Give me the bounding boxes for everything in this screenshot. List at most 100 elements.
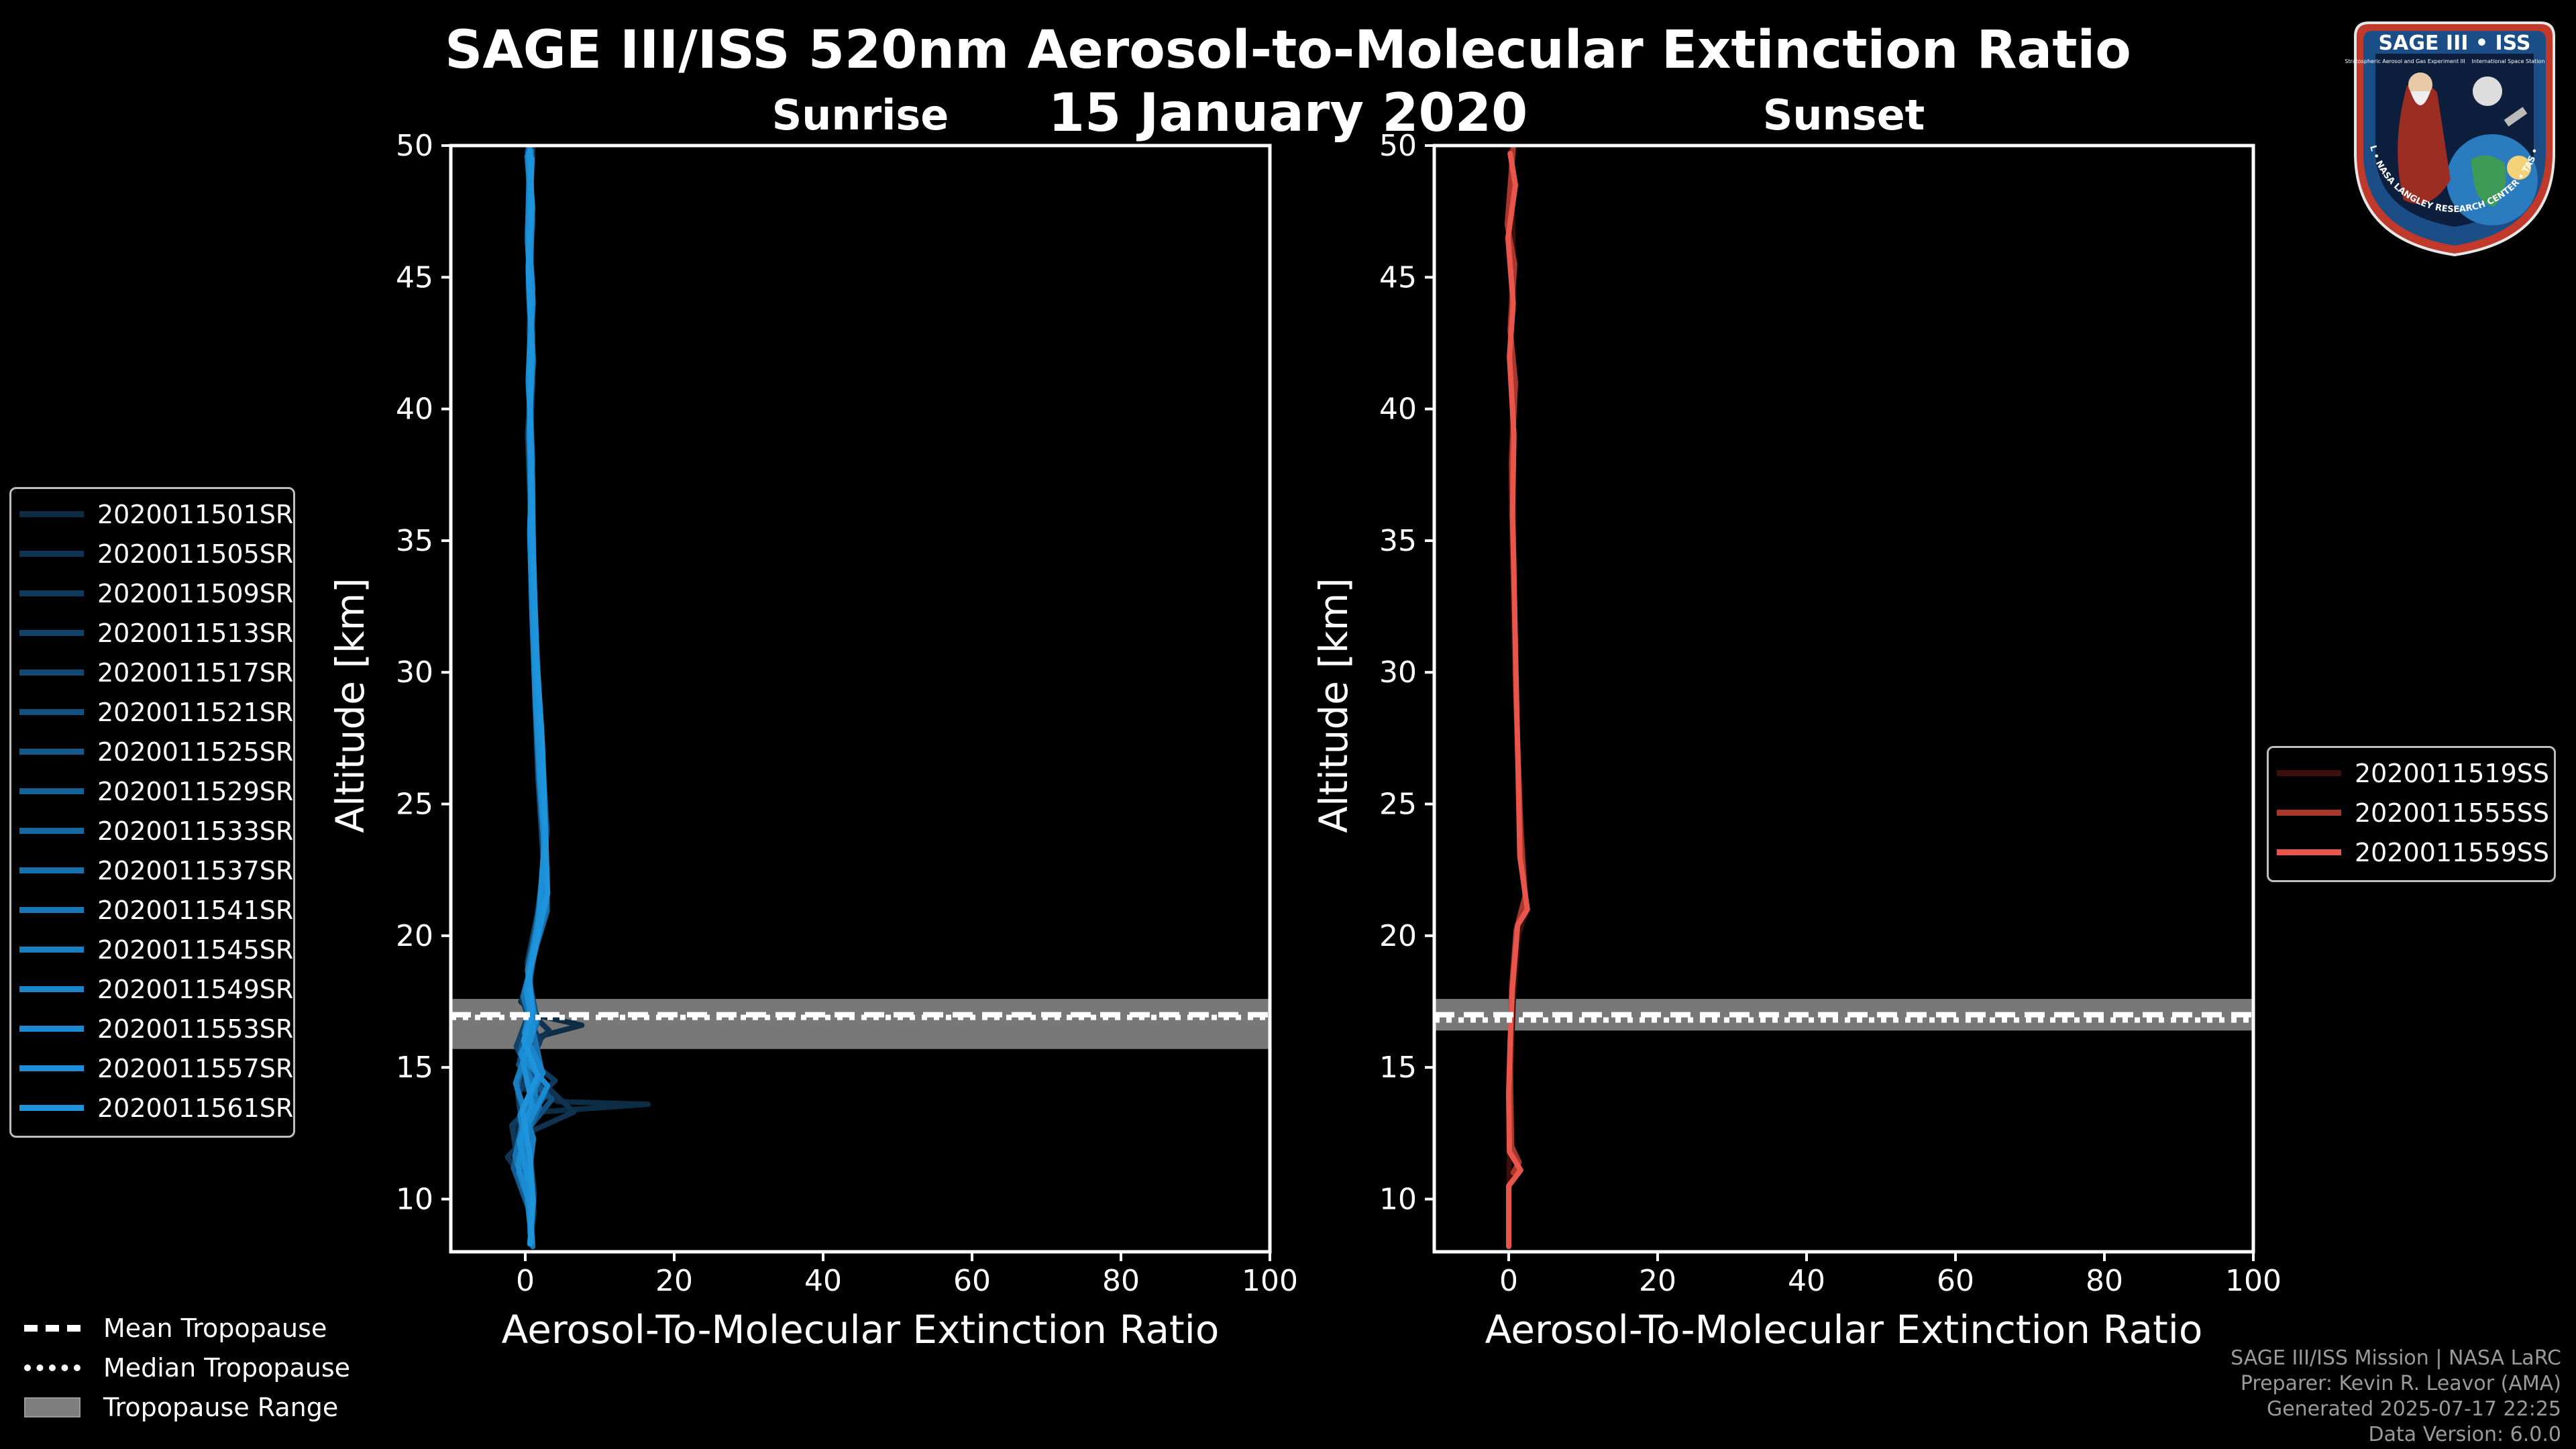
legend-item-2020011513SR: 2020011513SR <box>19 613 293 653</box>
sunrise-ytick-label-35: 35 <box>396 524 433 558</box>
sunrise-tropopause-range-band <box>451 999 1270 1049</box>
legend-swatch <box>19 709 84 715</box>
sunrise-panel: 0 20 40 60 80 100 10 15 20 25 30 35 40 45 50 Sunrise Aer… <box>327 91 1298 1352</box>
legend-tropopause-range: Tropopause Range <box>24 1387 350 1427</box>
sunset-ytick-label-35: 35 <box>1379 524 1417 558</box>
legend-swatch <box>19 867 84 873</box>
legend-label: 2020011529SR <box>97 776 294 806</box>
footer-mission: SAGE III/ISS Mission | NASA LaRC <box>2231 1346 2561 1370</box>
legend-item-2020011501SR: 2020011501SR <box>19 494 293 534</box>
legend-label: 2020011517SR <box>97 657 294 688</box>
footer-preparer: Preparer: Kevin R. Leavor (AMA) <box>2240 1372 2561 1395</box>
logo-subtitle-right: International Space Station <box>2472 58 2545 64</box>
legend-label: 2020011557SR <box>97 1053 294 1083</box>
sunset-panel-title: Sunset <box>1763 91 1925 140</box>
dotted-line-swatch <box>24 1364 80 1371</box>
sunset-ytick-label-45: 45 <box>1379 260 1417 294</box>
moon-icon <box>2473 76 2502 106</box>
wizard-figure-icon <box>2398 82 2451 204</box>
sunrise-ytick-label-25: 25 <box>396 788 433 822</box>
legend-swatch <box>2277 810 2341 816</box>
sunset-ytick-label-40: 40 <box>1379 392 1417 427</box>
legend-item-2020011537SR: 2020011537SR <box>19 851 293 890</box>
sunset-ytick-label-30: 30 <box>1379 655 1417 690</box>
legend-swatch <box>19 1105 84 1111</box>
legend-item-2020011553SR: 2020011553SR <box>19 1009 293 1049</box>
legend-item-2020011561SR: 2020011561SR <box>19 1088 293 1128</box>
legend-swatch <box>19 630 84 636</box>
legend-swatch <box>19 947 84 953</box>
sunrise-x-axis-label: Aerosol-To-Molecular Extinction Ratio <box>502 1307 1220 1352</box>
sun-icon <box>2507 156 2531 180</box>
legend-label: 2020011541SR <box>97 895 294 925</box>
legend-swatch <box>19 669 84 676</box>
legend-swatch <box>19 1065 84 1071</box>
legend-label: 2020011501SR <box>97 499 294 529</box>
sunrise-panel-title: Sunrise <box>772 91 949 140</box>
sunset-ytick-label-50: 50 <box>1379 129 1417 163</box>
sunrise-xtick-label-100: 100 <box>1242 1264 1298 1298</box>
footer-generated: Generated 2025-07-17 22:25 <box>2266 1397 2561 1421</box>
legend-swatch <box>19 590 84 596</box>
legend-item-2020011529SR: 2020011529SR <box>19 771 293 811</box>
legend-swatch <box>2277 849 2341 855</box>
dashed-line-swatch <box>24 1324 80 1332</box>
logo-subtitle-left: Stratospheric Aerosol and Gas Experiment… <box>2345 58 2465 64</box>
legend-item-2020011517SR: 2020011517SR <box>19 653 293 692</box>
legend-label: 2020011525SR <box>97 737 294 767</box>
legend-median-tropopause-label: Median Tropopause <box>103 1352 350 1383</box>
legend-swatch <box>19 749 84 755</box>
legend-swatch <box>19 907 84 913</box>
sunset-x-axis-label: Aerosol-To-Molecular Extinction Ratio <box>1485 1307 2203 1352</box>
legend-item-2020011519SS: 2020011519SS <box>2277 753 2549 793</box>
sunrise-xtick-label-60: 60 <box>953 1264 991 1298</box>
sunrise-xtick-label-20: 20 <box>655 1264 693 1298</box>
legend-median-tropopause: Median Tropopause <box>24 1348 350 1387</box>
legend-swatch <box>19 511 84 517</box>
iss-icon <box>2504 107 2528 127</box>
sunset-xtick-label-40: 40 <box>1788 1264 1825 1298</box>
legend-item-2020011545SR: 2020011545SR <box>19 930 293 969</box>
title-line-2: 15 January 2020 <box>1048 83 1528 144</box>
legend-label: 2020011513SR <box>97 618 294 648</box>
legend-item-2020011509SR: 2020011509SR <box>19 574 293 613</box>
sunrise-xtick-label-80: 80 <box>1102 1264 1140 1298</box>
legend-label: 2020011533SR <box>97 816 294 846</box>
sunset-y-axis-label: Altitude [km] <box>1311 578 1356 833</box>
legend-label: 2020011521SR <box>97 697 294 727</box>
main-title: SAGE III/ISS 520nm Aerosol-to-Molecular … <box>0 19 2576 145</box>
sunset-xtick-label-20: 20 <box>1639 1264 1676 1298</box>
logo-label: SAGE III • ISS <box>2379 32 2531 55</box>
sunset-legend: 2020011519SS 2020011555SS 2020011559SS <box>2267 746 2556 882</box>
legend-label: 2020011505SR <box>97 539 294 569</box>
sunrise-ytick-label-50: 50 <box>396 129 433 163</box>
legend-label: 2020011519SS <box>2355 758 2550 788</box>
legend-swatch <box>19 828 84 834</box>
sunset-series-group <box>1504 146 1530 1250</box>
legend-label: 2020011537SR <box>97 855 294 885</box>
legend-label: 2020011549SR <box>97 974 294 1004</box>
sunrise-series-group <box>504 146 651 1250</box>
sunset-xtick-label-0: 0 <box>1499 1264 1518 1298</box>
legend-swatch <box>19 551 84 557</box>
legend-label: 2020011545SR <box>97 934 294 965</box>
legend-label: 2020011553SR <box>97 1014 294 1044</box>
legend-item-2020011555SS: 2020011555SS <box>2277 793 2549 833</box>
sunset-ytick-label-10: 10 <box>1379 1182 1417 1216</box>
sunset-ytick-label-15: 15 <box>1379 1051 1417 1085</box>
legend-item-2020011559SS: 2020011559SS <box>2277 833 2549 872</box>
sunrise-y-axis-label: Altitude [km] <box>327 578 373 833</box>
band-swatch <box>24 1397 80 1417</box>
sunset-series-2020011559SS <box>1505 150 1530 1250</box>
sunset-panel: 0 20 40 60 80 100 10 15 20 25 30 35 40 45 50 Sunset Aero… <box>1311 91 2282 1352</box>
sunrise-ytick-label-45: 45 <box>396 260 433 294</box>
sunrise-ytick-label-15: 15 <box>396 1051 433 1085</box>
legend-mean-tropopause-label: Mean Tropopause <box>103 1313 327 1343</box>
sunset-xtick-label-60: 60 <box>1937 1264 1974 1298</box>
footer-data-version: Data Version: 6.0.0 <box>2368 1423 2561 1446</box>
footer-credits: SAGE III/ISS Mission | NASA LaRC Prepare… <box>2231 1346 2561 1448</box>
sunrise-xtick-label-40: 40 <box>804 1264 842 1298</box>
legend-swatch <box>2277 770 2341 776</box>
sunrise-axes-frame <box>449 144 1272 1254</box>
